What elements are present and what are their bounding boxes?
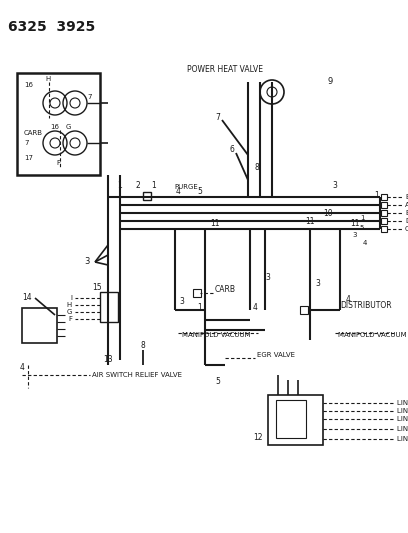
Text: 10: 10 [323,208,333,217]
Text: POWER HEAT VALVE: POWER HEAT VALVE [187,66,263,75]
Text: D: D [405,218,408,224]
Text: 12: 12 [253,433,263,442]
Text: LINE D: LINE D [397,408,408,414]
Bar [193,289,201,297]
Bar [381,194,387,200]
Text: 6: 6 [230,146,235,155]
Text: 13: 13 [103,356,113,365]
Text: 3: 3 [315,279,320,287]
Text: LINE E: LINE E [397,426,408,432]
Text: 7: 7 [24,140,29,146]
Text: 5: 5 [360,225,364,231]
Text: 4: 4 [253,303,257,312]
Text: DISTRIBUTOR: DISTRIBUTOR [340,301,392,310]
Text: 5: 5 [197,188,202,197]
Text: 1: 1 [360,215,364,221]
Text: C: C [405,226,408,232]
Text: LINE B: LINE B [397,416,408,422]
Bar [381,210,387,216]
Text: LINE A: LINE A [397,400,408,406]
Text: 17: 17 [24,155,33,161]
Text: G: G [65,124,71,130]
Text: 9: 9 [327,77,333,86]
Text: 4: 4 [175,188,180,197]
Text: H: H [67,302,72,308]
Text: H: H [45,76,51,82]
Text: 3: 3 [353,232,357,238]
Text: B: B [405,194,408,200]
Text: 4: 4 [346,295,350,304]
Bar [17,73,100,175]
Text: 6325  3925: 6325 3925 [8,20,95,34]
Text: AIR SWITCH RELIEF VALVE: AIR SWITCH RELIEF VALVE [92,372,182,378]
Text: I: I [70,295,72,301]
Text: 5: 5 [215,377,220,386]
Text: F: F [56,160,60,166]
Text: MANIFOLD VACUUM: MANIFOLD VACUUM [338,332,407,338]
Text: CARB: CARB [215,286,236,295]
Text: F: F [68,316,72,322]
Text: LINE C: LINE C [397,436,408,442]
Text: 1: 1 [152,181,156,190]
Text: A: A [405,202,408,208]
Text: 4: 4 [363,240,367,246]
Bar [381,202,387,208]
Text: 3: 3 [180,297,184,306]
Text: 1: 1 [375,190,379,199]
Text: PURGE: PURGE [174,184,198,190]
Text: 8: 8 [255,164,259,173]
Text: 1: 1 [197,303,202,312]
Text: 3: 3 [333,181,337,190]
Bar [381,226,387,232]
Bar [22,308,57,343]
Bar [300,306,308,314]
Text: 2: 2 [135,181,140,190]
Bar [381,218,387,224]
Text: G: G [67,309,72,315]
Text: 3: 3 [84,257,90,266]
Bar [143,192,151,200]
Text: 16: 16 [51,124,60,130]
Text: 7: 7 [88,94,92,100]
Bar [100,292,118,322]
Text: CARB: CARB [24,130,43,136]
Bar [268,395,323,445]
Text: 8: 8 [141,341,145,350]
Text: E: E [405,210,408,216]
Text: 14: 14 [22,294,32,303]
Text: 15: 15 [92,284,102,293]
Text: 11: 11 [210,219,220,228]
Text: 11: 11 [305,216,315,225]
Text: 1: 1 [118,181,122,190]
Text: 3: 3 [266,273,271,282]
Text: 11: 11 [350,219,360,228]
Text: 7: 7 [215,112,220,122]
Text: MANIFOLD VACUUM: MANIFOLD VACUUM [182,332,251,338]
Bar [276,400,306,438]
Text: 16: 16 [24,82,33,88]
Text: 4: 4 [20,364,24,373]
Text: EGR VALVE: EGR VALVE [257,352,295,358]
